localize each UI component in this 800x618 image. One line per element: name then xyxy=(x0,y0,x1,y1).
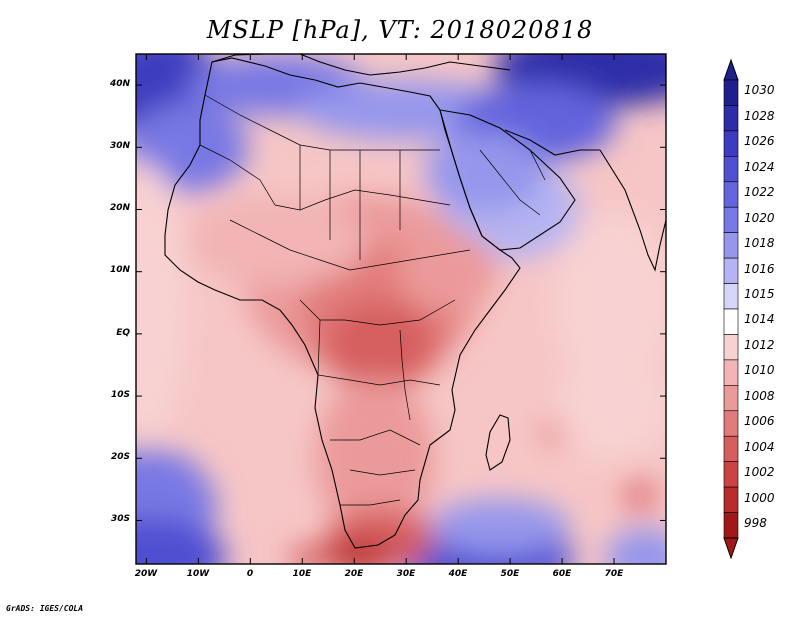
colorbar-label-1014: 1014 xyxy=(744,312,775,327)
colorbar xyxy=(723,58,739,560)
colorbar-segment-1022 xyxy=(723,181,739,208)
pressure-region-22 xyxy=(287,545,338,564)
colorbar-segment-1008 xyxy=(723,385,739,412)
pressure-region-15 xyxy=(554,358,666,459)
colorbar-segment-1004 xyxy=(723,435,739,462)
country-borders xyxy=(199,94,546,506)
pressure-region-23 xyxy=(537,419,566,448)
colorbar-segment-1002 xyxy=(723,461,739,488)
colorbar-label-1024: 1024 xyxy=(744,159,775,174)
madagascar-coastline xyxy=(485,414,511,471)
lon-label-0: 0 xyxy=(246,569,254,579)
pressure-region-24 xyxy=(622,477,659,514)
lat-label-10s: 10S xyxy=(110,390,130,400)
colorbar-segment-1030 xyxy=(723,79,739,106)
pressure-region-9 xyxy=(136,517,227,564)
colorbar-segment-1015 xyxy=(723,283,739,310)
lon-label-10w: 10W xyxy=(186,569,210,579)
colorbar-label-1006: 1006 xyxy=(744,414,775,429)
colorbar-segment-1026 xyxy=(723,130,739,157)
lon-label-50e: 50E xyxy=(500,569,520,579)
pressure-region-13 xyxy=(136,162,187,443)
colorbar-label-1004: 1004 xyxy=(744,439,775,454)
lon-label-40e: 40E xyxy=(448,569,468,579)
lon-label-30e: 30E xyxy=(396,569,416,579)
colorbar-segment-1020 xyxy=(723,206,739,233)
coastlines xyxy=(164,54,666,549)
colorbar-label-1026: 1026 xyxy=(744,134,775,149)
lon-label-20e: 20E xyxy=(344,569,364,579)
colorbar-label-1022: 1022 xyxy=(744,185,775,200)
plot-frame xyxy=(135,53,667,565)
colorbar-label-998: 998 xyxy=(744,516,767,530)
colorbar-segment-1014 xyxy=(723,308,739,335)
lat-label-40n: 40N xyxy=(109,79,130,89)
colorbar-segment-1024 xyxy=(723,156,739,183)
pressure-field xyxy=(136,54,666,564)
pressure-region-7 xyxy=(424,132,545,213)
grads-credit: GrADS: IGES/COLA xyxy=(6,604,84,613)
africa-coastline xyxy=(164,57,521,549)
lat-label-eq: EQ xyxy=(116,328,130,338)
persian-gulf-coastline xyxy=(504,129,600,156)
colorbar-segment-1018 xyxy=(723,232,739,259)
colorbar-label-1018: 1018 xyxy=(744,236,775,251)
lat-label-30n: 30N xyxy=(109,141,130,151)
lon-label-10e: 10E xyxy=(292,569,312,579)
colorbar-segment-1012 xyxy=(723,334,739,361)
colorbar-label-1015: 1015 xyxy=(744,287,775,301)
colorbar-segment-1000 xyxy=(723,486,739,513)
colorbar-label-1010: 1010 xyxy=(744,363,775,378)
arabia-coastline xyxy=(439,109,576,251)
colorbar-segment-998 xyxy=(723,512,739,539)
pressure-region-12 xyxy=(605,527,666,564)
colorbar-label-1002: 1002 xyxy=(744,465,775,480)
colorbar-segment-1010 xyxy=(723,359,739,386)
colorbar-label-1000: 1000 xyxy=(744,490,775,505)
colorbar-label-1020: 1020 xyxy=(744,210,775,225)
lon-label-20w: 20W xyxy=(134,569,158,579)
chart-title: MSLP [hPa], VT: 2018020818 xyxy=(206,16,594,44)
lat-label-10n: 10N xyxy=(109,265,130,275)
colorbar-segment-1016 xyxy=(723,257,739,284)
colorbar-segment-1028 xyxy=(723,105,739,132)
colorbar-label-1008: 1008 xyxy=(744,388,775,403)
lon-label-60e: 60E xyxy=(552,569,572,579)
india-coastline xyxy=(599,149,666,272)
lon-label-70e: 70E xyxy=(604,569,624,579)
colorbar-label-1028: 1028 xyxy=(744,108,775,123)
axis-ticks xyxy=(136,54,666,564)
colorbar-label-1016: 1016 xyxy=(744,261,775,276)
lat-label-20n: 20N xyxy=(109,203,130,213)
lat-label-30s: 30S xyxy=(110,514,130,524)
colorbar-segment-1006 xyxy=(723,410,739,437)
pressure-region-19 xyxy=(315,378,436,539)
pressure-region-11 xyxy=(429,498,570,555)
pressure-region-26 xyxy=(397,231,498,312)
colorbar-top-arrow xyxy=(723,58,739,81)
colorbar-label-1012: 1012 xyxy=(744,337,775,352)
lat-label-20s: 20S xyxy=(110,452,130,462)
pressure-region-25 xyxy=(186,195,367,286)
pressure-region-18 xyxy=(325,301,436,392)
colorbar-label-1030: 1030 xyxy=(744,83,775,98)
pressure-region-14 xyxy=(554,212,666,393)
colorbar-bottom-arrow xyxy=(723,537,739,560)
pressure-region-1 xyxy=(136,102,248,193)
